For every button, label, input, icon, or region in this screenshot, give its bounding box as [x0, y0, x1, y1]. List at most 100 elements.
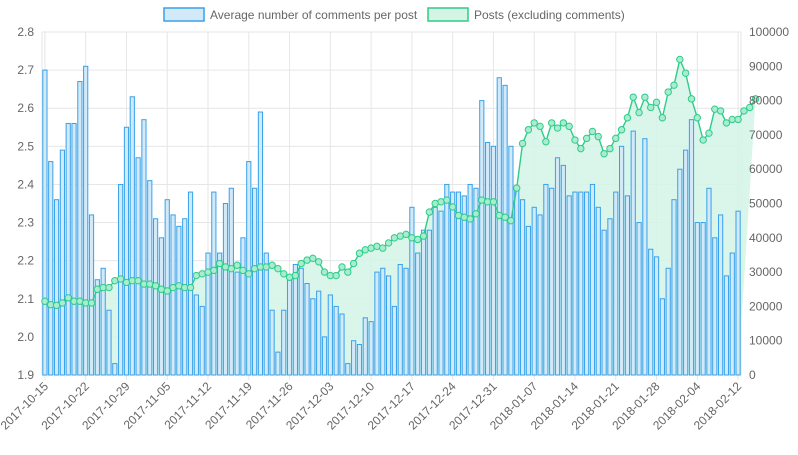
posts-point — [227, 264, 236, 273]
posts-point — [349, 259, 358, 268]
comments-bar — [485, 142, 491, 376]
comments-bar — [450, 191, 456, 376]
posts-point — [332, 271, 340, 280]
comments-bar — [403, 267, 409, 376]
comments-bar — [77, 81, 83, 376]
posts-point — [676, 55, 684, 64]
posts-point — [577, 144, 585, 153]
y-right-tick-label: 70000 — [749, 128, 783, 142]
y-right-tick-label: 0 — [749, 368, 756, 382]
comments-bar — [252, 187, 258, 376]
comments-bar — [397, 263, 403, 376]
posts-point — [507, 216, 515, 225]
legend[interactable]: Average number of comments per post Posts… — [163, 7, 625, 22]
comments-bar — [537, 214, 543, 376]
comments-bar — [601, 229, 607, 376]
comments-bar — [683, 149, 689, 376]
comments-bar — [584, 191, 590, 376]
comments-bar — [257, 111, 264, 376]
comments-bar — [589, 183, 596, 376]
posts-point — [612, 134, 620, 143]
comments-bar — [391, 305, 398, 376]
comments-bar — [234, 271, 240, 376]
comments-bar — [566, 195, 572, 376]
legend-swatch-comments — [163, 7, 205, 22]
comments-bar — [444, 183, 450, 376]
comments-bar — [490, 145, 497, 376]
comments-bar — [618, 145, 625, 376]
y-left-tick-label: 2.3 — [17, 216, 34, 230]
comments-bar — [199, 305, 205, 376]
comments-bar — [106, 309, 112, 376]
comments-bar — [630, 130, 636, 376]
comments-bar — [94, 279, 100, 376]
comments-bar — [607, 218, 613, 376]
y-right-tick-label: 50000 — [749, 197, 783, 211]
posts-point — [617, 126, 626, 134]
comments-bar — [339, 313, 345, 376]
posts-point — [116, 275, 125, 283]
comments-bar — [502, 84, 508, 376]
posts-point — [134, 276, 142, 285]
comments-bar — [269, 309, 275, 376]
posts-point — [210, 266, 218, 275]
posts-point — [746, 103, 754, 112]
posts-point — [414, 235, 422, 244]
comments-bar — [310, 298, 316, 376]
legend-item-posts[interactable]: Posts (excluding comments) — [427, 7, 625, 22]
posts-point — [472, 210, 480, 218]
y-left-tick-label: 2.4 — [17, 177, 34, 191]
comments-bar — [426, 229, 432, 376]
comments-bar — [211, 191, 217, 376]
comments-bar — [578, 191, 584, 376]
y-right-tick-label: 60000 — [749, 162, 783, 176]
comments-bar — [595, 206, 601, 376]
posts-point — [105, 283, 113, 292]
posts-point — [641, 93, 649, 101]
posts-point — [64, 294, 72, 302]
posts-point — [41, 297, 49, 305]
y-right-tick-label: 20000 — [749, 299, 783, 313]
comments-bar — [473, 187, 479, 376]
comments-bar — [292, 263, 298, 376]
comments-bar — [554, 157, 561, 376]
posts-point — [582, 134, 591, 143]
comments-bar — [368, 321, 374, 376]
posts-point — [635, 108, 643, 117]
posts-point — [751, 95, 760, 103]
comments-bar — [543, 183, 549, 376]
comments-bar — [665, 267, 671, 376]
y-left-tick-label: 2.8 — [17, 25, 34, 39]
posts-point — [384, 239, 393, 247]
posts-point — [186, 283, 195, 292]
comments-bar — [706, 187, 712, 376]
comments-bar — [694, 222, 700, 376]
comments-bar — [286, 279, 293, 376]
posts-point — [163, 287, 171, 295]
legend-label-comments: Average number of comments per post — [210, 8, 418, 22]
comments-bars — [42, 65, 741, 376]
legend-item-comments[interactable]: Average number of comments per post — [163, 7, 418, 22]
y-right-tick-label: 90000 — [749, 59, 783, 73]
posts-point — [734, 115, 742, 124]
comments-bar — [141, 119, 147, 376]
posts-point — [245, 270, 253, 278]
comments-bar — [240, 237, 246, 376]
posts-point — [687, 95, 696, 103]
comments-bar — [531, 206, 537, 376]
posts-point — [606, 144, 614, 153]
posts-point — [524, 126, 533, 134]
comments-bar — [514, 187, 520, 376]
posts-point — [379, 244, 387, 252]
comments-bar — [613, 191, 619, 376]
posts-point — [309, 254, 317, 263]
posts-point — [233, 261, 241, 269]
comments-bar — [65, 122, 71, 376]
comments-bar — [176, 225, 182, 376]
posts-point — [559, 119, 568, 127]
comments-bar — [519, 199, 526, 376]
comments-bar — [642, 138, 648, 376]
comments-bar — [700, 222, 706, 376]
comments-bar — [362, 317, 368, 376]
